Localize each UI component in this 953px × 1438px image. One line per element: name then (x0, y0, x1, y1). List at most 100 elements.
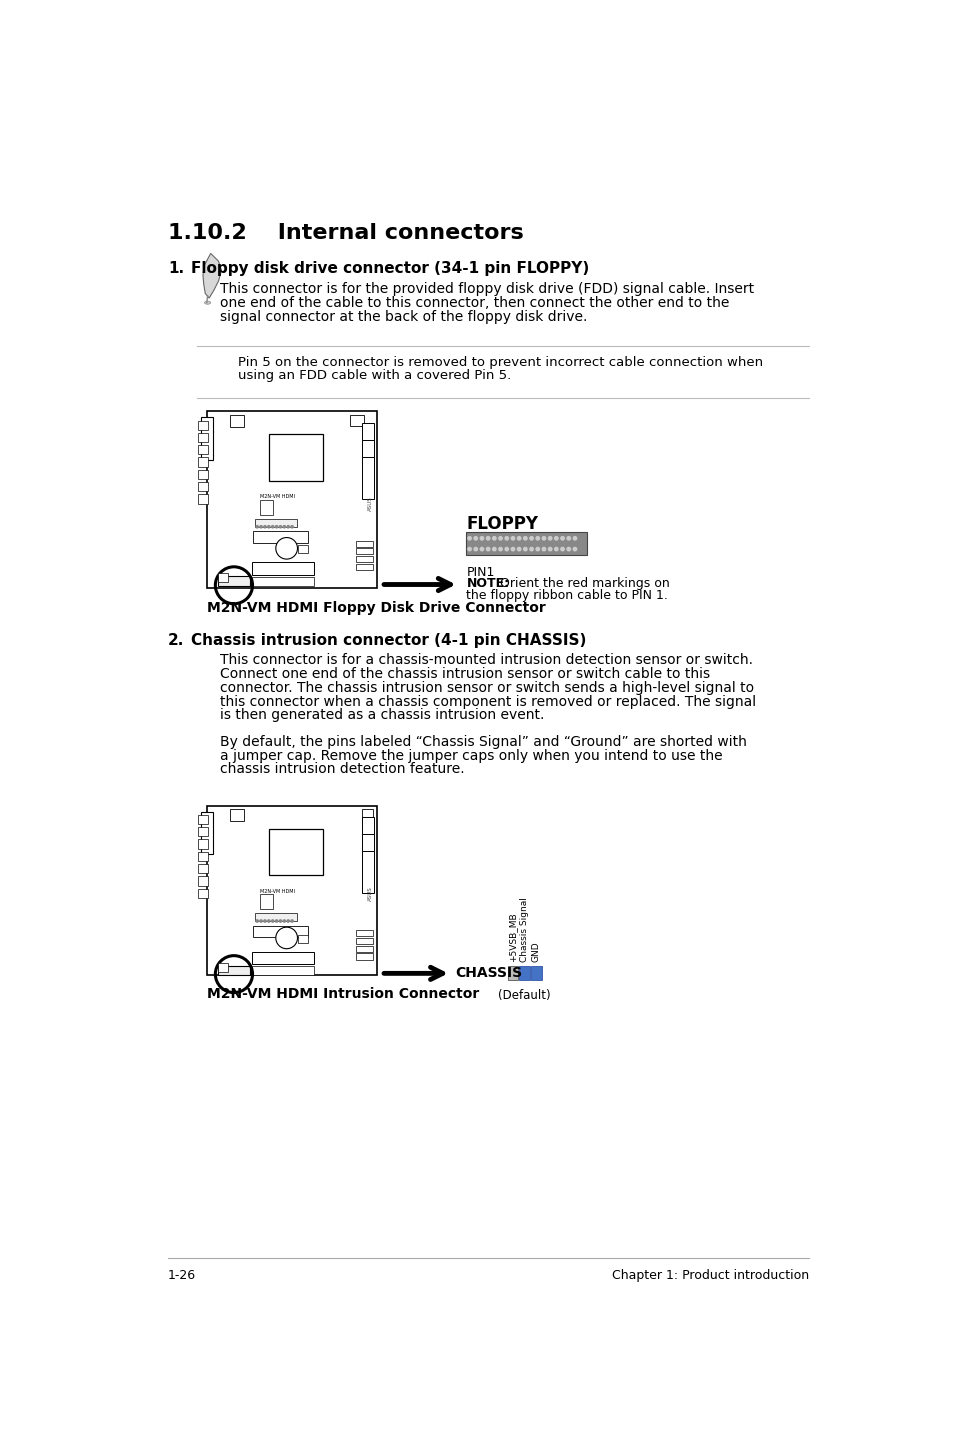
Bar (197, 495, 208, 503)
Bar (197, 470, 208, 479)
Circle shape (486, 548, 489, 551)
Bar (197, 815, 208, 824)
Bar (350, 416, 364, 426)
Bar (252, 562, 314, 575)
Polygon shape (203, 253, 221, 298)
Text: (Default): (Default) (497, 989, 550, 1002)
Bar (361, 440, 374, 482)
Circle shape (287, 526, 289, 528)
Text: Chassis Signal: Chassis Signal (519, 897, 529, 962)
Circle shape (259, 920, 262, 922)
Text: Chapter 1: Product introduction: Chapter 1: Product introduction (611, 1270, 808, 1283)
Text: M2N-VM HDMI Floppy Disk Drive Connector: M2N-VM HDMI Floppy Disk Drive Connector (207, 601, 545, 614)
Text: is then generated as a chassis intrusion event.: is then generated as a chassis intrusion… (220, 709, 544, 722)
Circle shape (492, 548, 496, 551)
Bar (361, 423, 374, 464)
Bar (197, 840, 208, 848)
Bar (207, 805, 377, 975)
Bar (217, 966, 250, 975)
Bar (355, 946, 373, 952)
Bar (218, 962, 228, 972)
Circle shape (264, 526, 266, 528)
Bar (298, 935, 307, 942)
Circle shape (272, 526, 274, 528)
Text: ASUS: ASUS (368, 496, 373, 510)
Circle shape (259, 526, 262, 528)
Bar (254, 519, 297, 526)
Text: CHASSIS: CHASSIS (455, 966, 521, 981)
Bar (269, 828, 323, 874)
Circle shape (264, 920, 266, 922)
Circle shape (291, 526, 293, 528)
Bar (200, 811, 213, 854)
Text: one end of the cable to this connector, then connect the other end to the: one end of the cable to this connector, … (220, 296, 729, 309)
Circle shape (573, 548, 576, 551)
Bar (197, 420, 208, 430)
Circle shape (492, 536, 496, 541)
Bar (217, 577, 250, 587)
Circle shape (474, 536, 476, 541)
Bar (197, 827, 208, 837)
Circle shape (511, 548, 514, 551)
Ellipse shape (204, 301, 211, 305)
Circle shape (560, 536, 563, 541)
Text: This connector is for the provided floppy disk drive (FDD) signal cable. Insert: This connector is for the provided flopp… (220, 282, 753, 296)
Circle shape (479, 536, 483, 541)
Circle shape (287, 920, 289, 922)
Circle shape (554, 548, 558, 551)
Text: signal connector at the back of the floppy disk drive.: signal connector at the back of the flop… (220, 309, 587, 324)
Circle shape (467, 548, 471, 551)
Circle shape (541, 536, 545, 541)
Circle shape (498, 536, 501, 541)
Bar (197, 876, 208, 886)
Circle shape (560, 548, 563, 551)
Bar (259, 894, 274, 909)
Circle shape (523, 548, 526, 551)
Text: PIN1: PIN1 (466, 567, 495, 580)
Circle shape (573, 536, 576, 541)
Bar (361, 851, 374, 893)
Circle shape (255, 526, 258, 528)
Circle shape (536, 548, 538, 551)
Circle shape (283, 526, 285, 528)
Circle shape (548, 548, 551, 551)
Bar (507, 966, 517, 979)
Circle shape (486, 536, 489, 541)
Text: Chassis intrusion connector (4-1 pin CHASSIS): Chassis intrusion connector (4-1 pin CHA… (192, 633, 586, 649)
Bar (207, 411, 377, 588)
Circle shape (268, 920, 270, 922)
Text: Orient the red markings on: Orient the red markings on (496, 577, 669, 590)
Circle shape (529, 548, 533, 551)
Text: By default, the pins labeled “Chassis Signal” and “Ground” are shorted with: By default, the pins labeled “Chassis Si… (220, 735, 746, 749)
Circle shape (504, 536, 508, 541)
Bar (361, 834, 374, 876)
Text: 2.: 2. (168, 633, 184, 649)
Circle shape (291, 920, 293, 922)
Text: 1.10.2    Internal connectors: 1.10.2 Internal connectors (168, 223, 523, 243)
Circle shape (474, 548, 476, 551)
Text: +5VSB_MB: +5VSB_MB (508, 912, 517, 962)
Text: M2N-VM HDMI: M2N-VM HDMI (259, 889, 294, 893)
Text: this connector when a chassis component is removed or replaced. The signal: this connector when a chassis component … (220, 695, 756, 709)
Circle shape (283, 920, 285, 922)
Bar (355, 953, 373, 959)
Text: the floppy ribbon cable to PIN 1.: the floppy ribbon cable to PIN 1. (466, 590, 668, 603)
Bar (361, 817, 374, 860)
Text: Floppy disk drive connector (34-1 pin FLOPPY): Floppy disk drive connector (34-1 pin FL… (192, 262, 589, 276)
Bar (230, 810, 244, 821)
Text: 1.: 1. (168, 262, 184, 276)
Bar (253, 532, 307, 544)
Circle shape (275, 928, 297, 949)
Bar (298, 545, 307, 554)
Bar (197, 864, 208, 873)
Bar (230, 416, 244, 427)
Bar (518, 966, 530, 979)
Bar (355, 548, 373, 555)
Circle shape (504, 548, 508, 551)
Circle shape (523, 536, 526, 541)
Bar (253, 926, 307, 938)
Circle shape (566, 536, 570, 541)
Bar (355, 557, 373, 562)
Circle shape (275, 538, 297, 559)
Text: using an FDD cable with a covered Pin 5.: using an FDD cable with a covered Pin 5. (237, 370, 511, 383)
